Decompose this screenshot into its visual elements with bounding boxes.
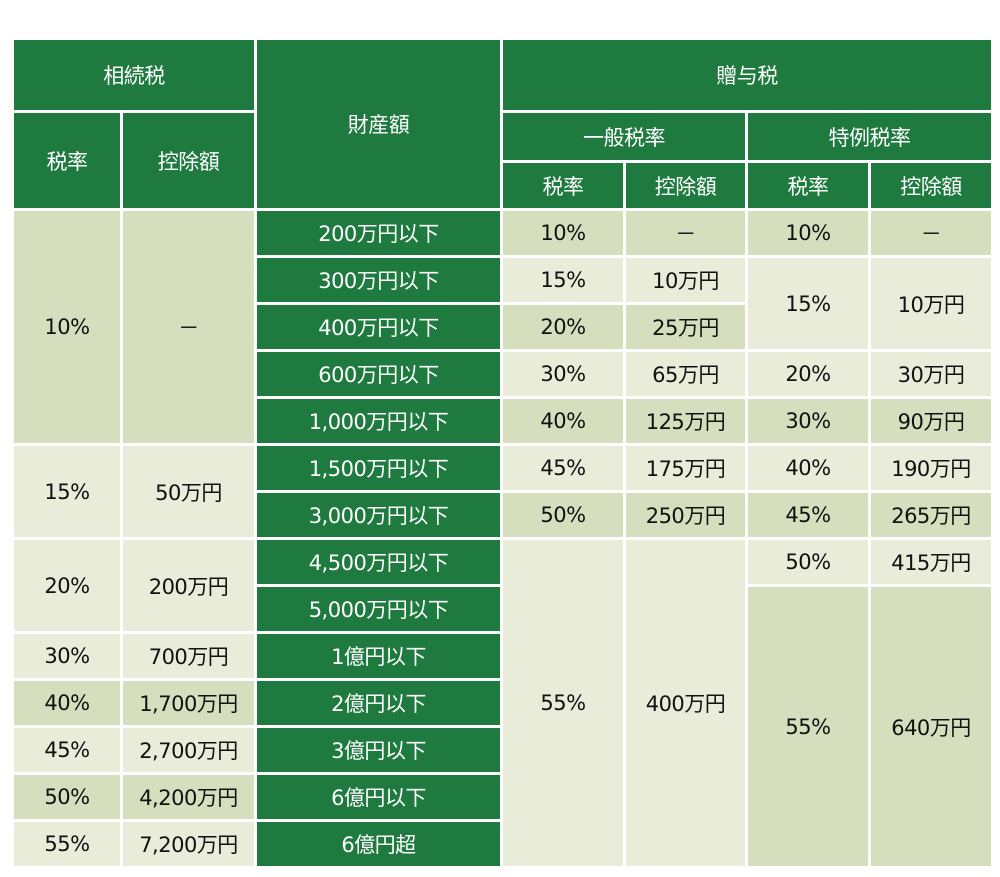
general-rate-cell: 55% (503, 540, 623, 866)
inheritance-deduction-cell: 7,200万円 (123, 822, 254, 866)
special-rate-cell: 50% (748, 540, 868, 584)
general-deduction-cell: 400万円 (626, 540, 745, 866)
header-special-rate: 特例税率 (748, 113, 991, 160)
special-rate-cell: 40% (748, 446, 868, 490)
special-deduction-cell: 265万円 (871, 493, 991, 537)
general-rate-cell: 40% (503, 399, 623, 443)
property-amount-cell: 1,000万円以下 (257, 399, 500, 443)
inheritance-rate-cell: 10% (14, 211, 120, 443)
special-deduction-cell: 415万円 (871, 540, 991, 584)
property-amount-cell: 1,500万円以下 (257, 446, 500, 490)
table-row: 5,000万円以下 55% 640万円 (14, 587, 991, 866)
table-row: 400万円以下 20% 25万円 (14, 305, 991, 349)
header-gift-tax: 贈与税 (503, 40, 991, 110)
property-amount-cell: 200万円以下 (257, 211, 500, 255)
table-row: 30% 700万円 1億円以下 (14, 634, 991, 678)
inheritance-rate-cell: 55% (14, 822, 120, 866)
general-rate-cell: 30% (503, 352, 623, 396)
special-rate-cell: 55% (748, 587, 868, 866)
general-deduction-cell: 65万円 (626, 352, 745, 396)
inheritance-deduction-cell: 4,200万円 (123, 775, 254, 819)
general-deduction-cell: 250万円 (626, 493, 745, 537)
inheritance-deduction-cell: － (123, 211, 254, 443)
general-deduction-cell: 25万円 (626, 305, 745, 349)
general-deduction-cell: 175万円 (626, 446, 745, 490)
table-row: 300万円以下 15% 10万円 15% 10万円 (14, 258, 991, 349)
property-amount-cell: 400万円以下 (257, 305, 500, 349)
inheritance-rate-cell: 50% (14, 775, 120, 819)
general-deduction-cell: 10万円 (626, 258, 745, 302)
general-rate-cell: 45% (503, 446, 623, 490)
header-general-deduction: 控除額 (626, 163, 745, 208)
special-rate-cell: 45% (748, 493, 868, 537)
table-row: 3,000万円以下 50% 250万円 45% 265万円 (14, 493, 991, 537)
special-rate-cell: 30% (748, 399, 868, 443)
general-rate-cell: 15% (503, 258, 623, 302)
header-inheritance-rate: 税率 (14, 113, 120, 208)
inheritance-rate-cell: 15% (14, 446, 120, 537)
table-row: 10% － 200万円以下 10% － 10% － (14, 211, 991, 443)
table-row: 55% 7,200万円 6億円超 (14, 822, 991, 866)
header-special-deduction: 控除額 (871, 163, 991, 208)
general-rate-cell: 10% (503, 211, 623, 255)
general-rate-cell: 20% (503, 305, 623, 349)
property-amount-cell: 5,000万円以下 (257, 587, 500, 631)
property-amount-cell: 3億円以下 (257, 728, 500, 772)
table-row: 600万円以下 30% 65万円 20% 30万円 (14, 352, 991, 396)
inheritance-deduction-cell: 2,700万円 (123, 728, 254, 772)
header-special-tax-rate: 税率 (748, 163, 868, 208)
tax-rate-table: 相続税 財産額 贈与税 税率 控除額 一般税率 特例税率 税率 控除額 税率 控… (11, 37, 994, 869)
property-amount-cell: 3,000万円以下 (257, 493, 500, 537)
header-inheritance-deduction: 控除額 (123, 113, 254, 208)
special-rate-cell: 20% (748, 352, 868, 396)
inheritance-rate-cell: 30% (14, 634, 120, 678)
inheritance-deduction-cell: 50万円 (123, 446, 254, 537)
special-rate-cell: 10% (748, 211, 868, 255)
property-amount-cell: 6億円超 (257, 822, 500, 866)
header-general-rate: 一般税率 (503, 113, 745, 160)
special-deduction-cell: 10万円 (871, 258, 991, 349)
inheritance-rate-cell: 45% (14, 728, 120, 772)
property-amount-cell: 2億円以下 (257, 681, 500, 725)
special-deduction-cell: － (871, 211, 991, 255)
table-row: 50% 4,200万円 6億円以下 (14, 775, 991, 819)
table-row: 20% 200万円 4,500万円以下 55% 400万円 50% 415万円 (14, 540, 991, 866)
table-row: 1,000万円以下 40% 125万円 30% 90万円 (14, 399, 991, 443)
table-row: 15% 50万円 1,500万円以下 45% 175万円 40% 190万円 (14, 446, 991, 537)
property-amount-cell: 300万円以下 (257, 258, 500, 302)
general-rate-cell: 50% (503, 493, 623, 537)
inheritance-deduction-cell: 1,700万円 (123, 681, 254, 725)
special-rate-cell: 15% (748, 258, 868, 349)
inheritance-rate-cell: 20% (14, 540, 120, 631)
table-row: 40% 1,700万円 2億円以下 (14, 681, 991, 725)
header-property-amount: 財産額 (257, 40, 500, 208)
inheritance-rate-cell: 40% (14, 681, 120, 725)
general-deduction-cell: － (626, 211, 745, 255)
inheritance-deduction-cell: 200万円 (123, 540, 254, 631)
header-inheritance-tax: 相続税 (14, 40, 254, 110)
table-row: 45% 2,700万円 3億円以下 (14, 728, 991, 772)
header-general-tax-rate: 税率 (503, 163, 623, 208)
special-deduction-cell: 90万円 (871, 399, 991, 443)
general-deduction-cell: 125万円 (626, 399, 745, 443)
property-amount-cell: 600万円以下 (257, 352, 500, 396)
property-amount-cell: 1億円以下 (257, 634, 500, 678)
special-deduction-cell: 30万円 (871, 352, 991, 396)
property-amount-cell: 4,500万円以下 (257, 540, 500, 584)
inheritance-deduction-cell: 700万円 (123, 634, 254, 678)
special-deduction-cell: 190万円 (871, 446, 991, 490)
property-amount-cell: 6億円以下 (257, 775, 500, 819)
special-deduction-cell: 640万円 (871, 587, 991, 866)
